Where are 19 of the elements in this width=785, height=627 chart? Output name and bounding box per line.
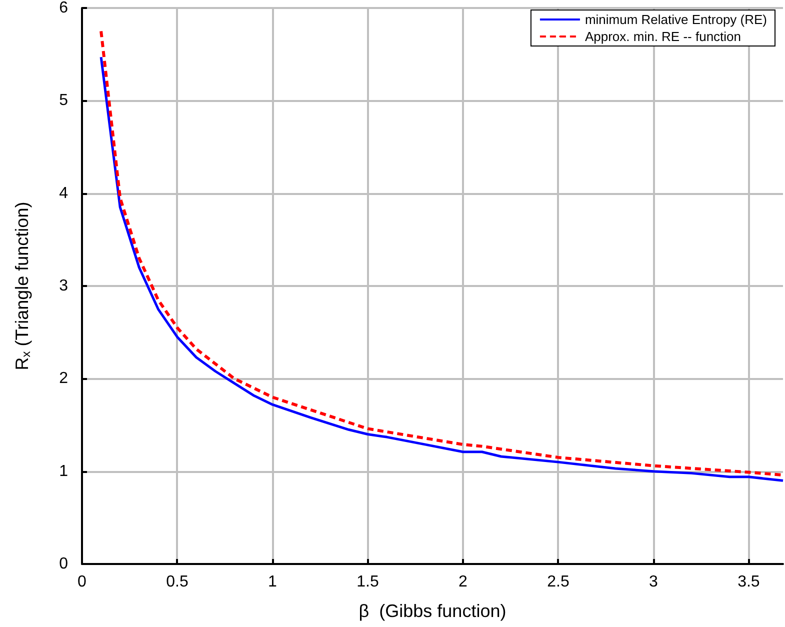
x-tick-label: 1.5 bbox=[356, 574, 379, 590]
y-tick-label: 2 bbox=[59, 370, 68, 388]
legend-label: minimum Relative Entropy (RE) bbox=[584, 12, 768, 27]
y-tick-label: 5 bbox=[59, 92, 68, 110]
y-tick-label: 4 bbox=[59, 184, 68, 202]
x-tick-label: 1 bbox=[268, 574, 278, 590]
y-tick-label: 3 bbox=[59, 278, 68, 294]
x-tick-label: 2.5 bbox=[547, 574, 570, 590]
x-tick-label: 2 bbox=[458, 574, 468, 590]
x-axis-title: β (Gibbs function) bbox=[358, 601, 506, 621]
y-tick-label: 6 bbox=[59, 0, 68, 16]
x-tick-label: 0.5 bbox=[166, 574, 188, 590]
x-tick-label: 0 bbox=[78, 574, 87, 590]
y-tick-label: 1 bbox=[59, 462, 68, 480]
x-tick-label: 3.5 bbox=[738, 574, 760, 590]
y-axis-title: Rx (Triangle function) bbox=[12, 202, 33, 370]
legend-label: Approx. min. RE -- function bbox=[584, 29, 742, 44]
y-tick-label: 0 bbox=[59, 556, 68, 572]
x-tick-label: 3 bbox=[649, 574, 658, 590]
